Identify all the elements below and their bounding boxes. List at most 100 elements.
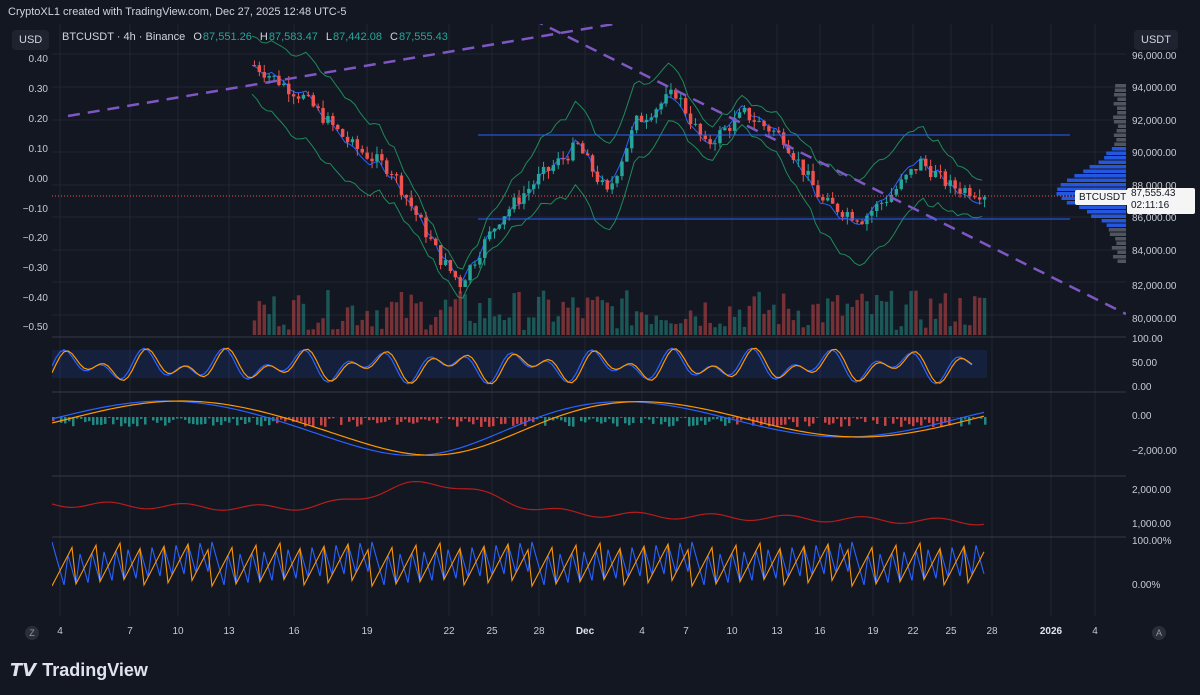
macd-histogram-bar	[860, 417, 863, 419]
candle-body	[762, 120, 766, 127]
macd-histogram-bar	[248, 417, 251, 423]
candle-body	[982, 197, 987, 200]
macd-histogram-bar	[692, 417, 695, 426]
volume-bar	[634, 311, 639, 335]
volume-bar	[884, 301, 889, 335]
macd-histogram-bar	[88, 417, 91, 422]
atr-axis-tick: 2,000.00	[1132, 485, 1171, 496]
candle-body	[816, 185, 820, 198]
time-axis-tick: 4	[1092, 626, 1098, 637]
candle-body	[718, 130, 722, 144]
volume-profile-bar	[1117, 124, 1126, 128]
macd-histogram-bar	[184, 417, 187, 420]
macd-histogram-bar	[936, 417, 939, 422]
close-label: C	[390, 31, 398, 43]
zoom-button[interactable]: Z	[25, 626, 39, 640]
candle-body	[502, 216, 507, 225]
macd-histogram-bar	[224, 417, 227, 422]
volume-bar	[777, 324, 781, 335]
candle-body	[468, 265, 472, 281]
macd-histogram-bar	[80, 417, 83, 419]
candle-body	[948, 180, 952, 187]
macd-histogram-bar	[912, 417, 915, 427]
volume-bar	[585, 297, 590, 335]
macd-histogram-bar	[416, 417, 419, 423]
chart-canvas[interactable]	[52, 24, 1126, 616]
candle-body	[561, 158, 565, 160]
candle-body	[625, 148, 629, 162]
macd-histogram-bar	[240, 417, 243, 420]
attribution-bar: CryptoXL1 created with TradingView.com, …	[0, 0, 1200, 24]
volume-profile-bar	[1117, 250, 1126, 254]
candle-body	[571, 142, 575, 161]
candle-body	[463, 280, 467, 288]
candle-body	[438, 245, 443, 265]
candle-body	[806, 170, 810, 175]
candle-body	[909, 169, 913, 175]
volume-bar	[982, 297, 987, 335]
macd-histogram-bar	[500, 417, 503, 425]
macd-histogram-bar	[152, 417, 155, 421]
candle-body	[336, 124, 340, 130]
volume-bar	[904, 304, 908, 335]
macd-histogram-bar	[788, 417, 791, 420]
volume-bar	[507, 317, 511, 335]
volume-bar	[389, 301, 394, 335]
volume-bar	[943, 293, 948, 335]
stoch-axis-tick: 0.00	[1132, 382, 1152, 393]
candle-body	[669, 89, 673, 95]
volume-bar	[316, 322, 320, 335]
candle-body	[360, 148, 364, 153]
candle-body	[737, 112, 742, 118]
candle-body	[963, 187, 967, 194]
volume-bar	[639, 312, 644, 335]
macd-histogram-bar	[308, 417, 311, 425]
volume-bar	[630, 325, 634, 335]
macd-histogram-bar	[804, 417, 807, 422]
volume-bar	[434, 316, 438, 335]
macd-histogram-bar	[972, 417, 975, 419]
macd-histogram-bar	[608, 417, 611, 419]
left-scale-button[interactable]: USD	[12, 30, 50, 50]
volume-bar	[938, 303, 943, 335]
volume-bar	[752, 296, 756, 335]
macd-histogram-bar	[896, 417, 899, 420]
volume-profile-bar	[1079, 205, 1126, 209]
macd-histogram-bar	[944, 417, 947, 423]
volume-bar	[517, 292, 521, 335]
candle-body	[301, 94, 306, 99]
price-axis-tick: 82,000.00	[1132, 281, 1177, 292]
volume-profile-bar	[1106, 223, 1126, 227]
candle-body	[958, 188, 962, 194]
left-axis-tick: −0.50	[22, 322, 48, 333]
candle-body	[497, 224, 502, 229]
macd-histogram-bar	[664, 417, 667, 422]
volume-bar	[360, 319, 364, 335]
candle-body	[487, 231, 492, 240]
auto-scale-button[interactable]: A	[1152, 626, 1166, 640]
volume-bar	[561, 301, 565, 335]
candle-body	[708, 139, 712, 145]
candle-body	[321, 107, 325, 123]
volume-bar	[679, 323, 683, 335]
macd-histogram-bar	[756, 417, 759, 422]
candle-body	[870, 211, 874, 216]
tradingview-logo[interactable]: 𝙏𝙑 TradingView	[10, 660, 148, 681]
volume-profile-bar	[1113, 102, 1126, 106]
volume-bar	[664, 320, 668, 335]
volume-bar	[380, 328, 384, 335]
right-scale-button[interactable]: USDT	[1134, 30, 1178, 50]
macd-histogram-bar	[232, 417, 235, 419]
volume-bar	[429, 324, 433, 335]
volume-bar	[277, 326, 281, 335]
candle-body	[492, 228, 497, 232]
chart-plot-area[interactable]	[52, 24, 1126, 616]
pct-axis-tick: 100.00%	[1132, 536, 1172, 547]
macd-histogram-bar	[760, 417, 763, 426]
symbol-info[interactable]: BTCUSDT · 4h · Binance	[62, 31, 186, 43]
macd-histogram-bar	[504, 417, 507, 424]
candle-body	[679, 98, 683, 100]
macd-axis-tick: −2,000.00	[1132, 446, 1177, 457]
macd-histogram-bar	[716, 417, 719, 420]
macd-histogram-bar	[808, 417, 811, 427]
